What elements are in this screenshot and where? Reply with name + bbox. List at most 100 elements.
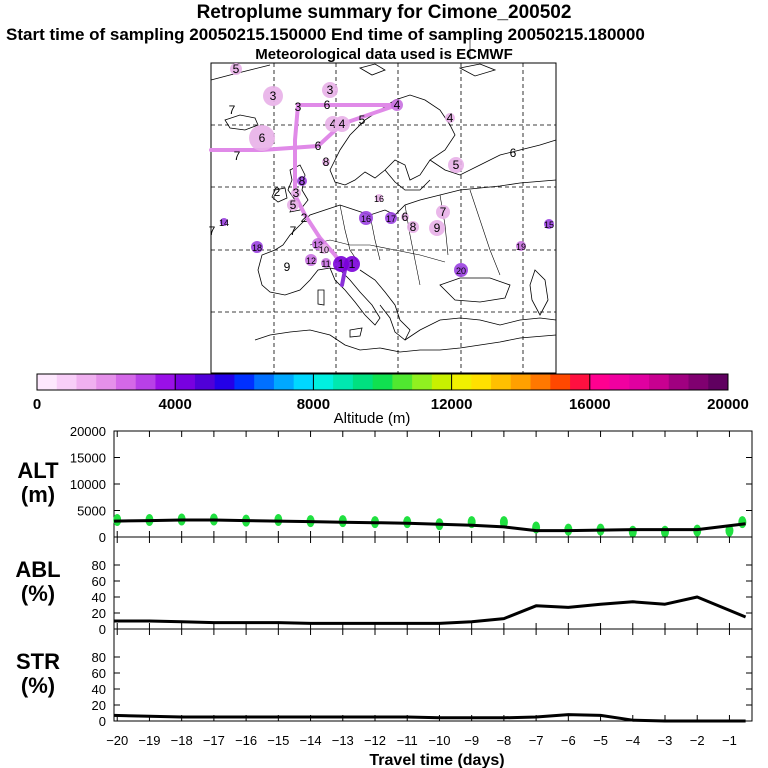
plume-label: 7 [209,224,216,238]
x-tick-label: −3 [658,733,673,748]
plume-marker [287,199,299,211]
x-tick-label: −14 [300,733,322,748]
plume-label: 3 [270,89,277,103]
plume-label: 15 [544,220,554,230]
plume-label: 3 [327,83,334,97]
x-tick-label: −9 [464,733,479,748]
x-tick-label: −4 [625,733,640,748]
x-tick-label: −1 [722,733,737,748]
plume-marker [263,86,283,106]
y-tick-label: 15000 [70,451,106,466]
plume-marker [359,211,373,225]
plume-marker [344,256,360,272]
colorbar-segment [412,374,433,390]
plume-marker [407,221,419,233]
x-tick-label: −12 [364,733,386,748]
x-tick-label: −7 [529,733,544,748]
plume-label: 7 [440,205,447,219]
x-tick-label: −10 [428,733,450,748]
altitude-marker [738,516,747,529]
plume-label: 6 [510,146,517,160]
plume-label: 14 [219,218,229,228]
altitude-marker [725,524,734,537]
coastlines [210,40,557,353]
colorbar-segment [56,374,77,390]
altitude-marker [499,516,508,529]
colorbar-segment [491,374,512,390]
plume-marker [322,158,330,166]
plume-label: 8 [410,220,417,234]
plume-label: 8 [323,155,330,169]
colorbar-segment [155,374,176,390]
plume-label: 2 [301,211,308,225]
colorbar-segment [76,374,97,390]
plume-label: 7 [229,103,236,117]
x-axis-label: Travel time (days) [369,752,504,768]
plume-label: 5 [359,113,366,127]
colorbar-label: Altitude (m) [334,410,411,427]
x-tick-label: −13 [332,733,354,748]
colorbar-segment [333,374,354,390]
x-tick-label: −11 [397,733,418,748]
series-line [113,518,746,533]
panel-frame [113,536,753,630]
plume-label: 16 [374,194,384,204]
plume-label: 5 [290,198,297,212]
colorbar-tick-label: 16000 [569,396,611,413]
altitude-marker [661,525,669,538]
chart-title: Retroplume summary for Cimone_200502 [196,2,572,23]
plume-marker [249,125,275,151]
plume-marker [436,205,450,219]
colorbar-segment [570,374,591,390]
x-tick-label: −8 [496,733,511,748]
plume-marker [375,194,383,202]
plume-label: 11 [321,259,330,269]
plume-marker [305,254,317,266]
plume-label: 10 [319,245,329,255]
colorbar-segment [175,374,196,390]
colorbar-segment [431,374,453,390]
panel-label: (%) [21,581,55,606]
panel-label: (m) [21,482,55,507]
plume-label: 4 [330,117,337,131]
met-data-note: Meteorological data used is ECMWF [255,46,513,63]
series-line [113,713,746,723]
colorbar-segment [214,374,235,390]
series-line [114,595,747,625]
y-tick-label: 80 [92,558,106,573]
plume-marker [333,256,349,272]
plume-marker [429,220,445,236]
colorbar-segment [273,374,295,390]
plume-label: 2 [274,185,281,199]
altitude-marker [628,525,637,538]
plume-marker [321,258,331,268]
colorbar-segment [589,374,611,390]
colorbar-segment [234,374,255,390]
plume-marker [385,212,397,224]
plume-label: 3 [295,100,302,114]
colorbar-segment [254,374,275,390]
x-tick-label: −2 [690,733,705,748]
y-tick-label: 20 [92,606,106,621]
x-tick-label: −19 [138,733,160,748]
plume-label: 13 [313,240,323,250]
y-tick-label: 0 [99,530,106,545]
colorbar-segment [194,374,216,390]
plume-label: 6 [315,139,322,153]
x-tick-label: −16 [235,733,257,748]
plume-label: 9 [284,260,291,274]
colorbar-segment [451,374,472,390]
colorbar-segment [96,374,117,390]
y-tick-label: 60 [92,666,106,681]
colorbar-segment [708,374,729,390]
altitude-colorbar: 0 4000 8000 12000 16000 20000 Altitude (m) [33,373,749,427]
plume-marker [391,99,403,111]
colorbar-segment [688,374,709,390]
plume-label: 5 [453,158,460,172]
x-tick-label: −20 [106,733,128,748]
y-tick-label: 20000 [70,424,106,439]
plume-label: 1 [338,257,345,271]
